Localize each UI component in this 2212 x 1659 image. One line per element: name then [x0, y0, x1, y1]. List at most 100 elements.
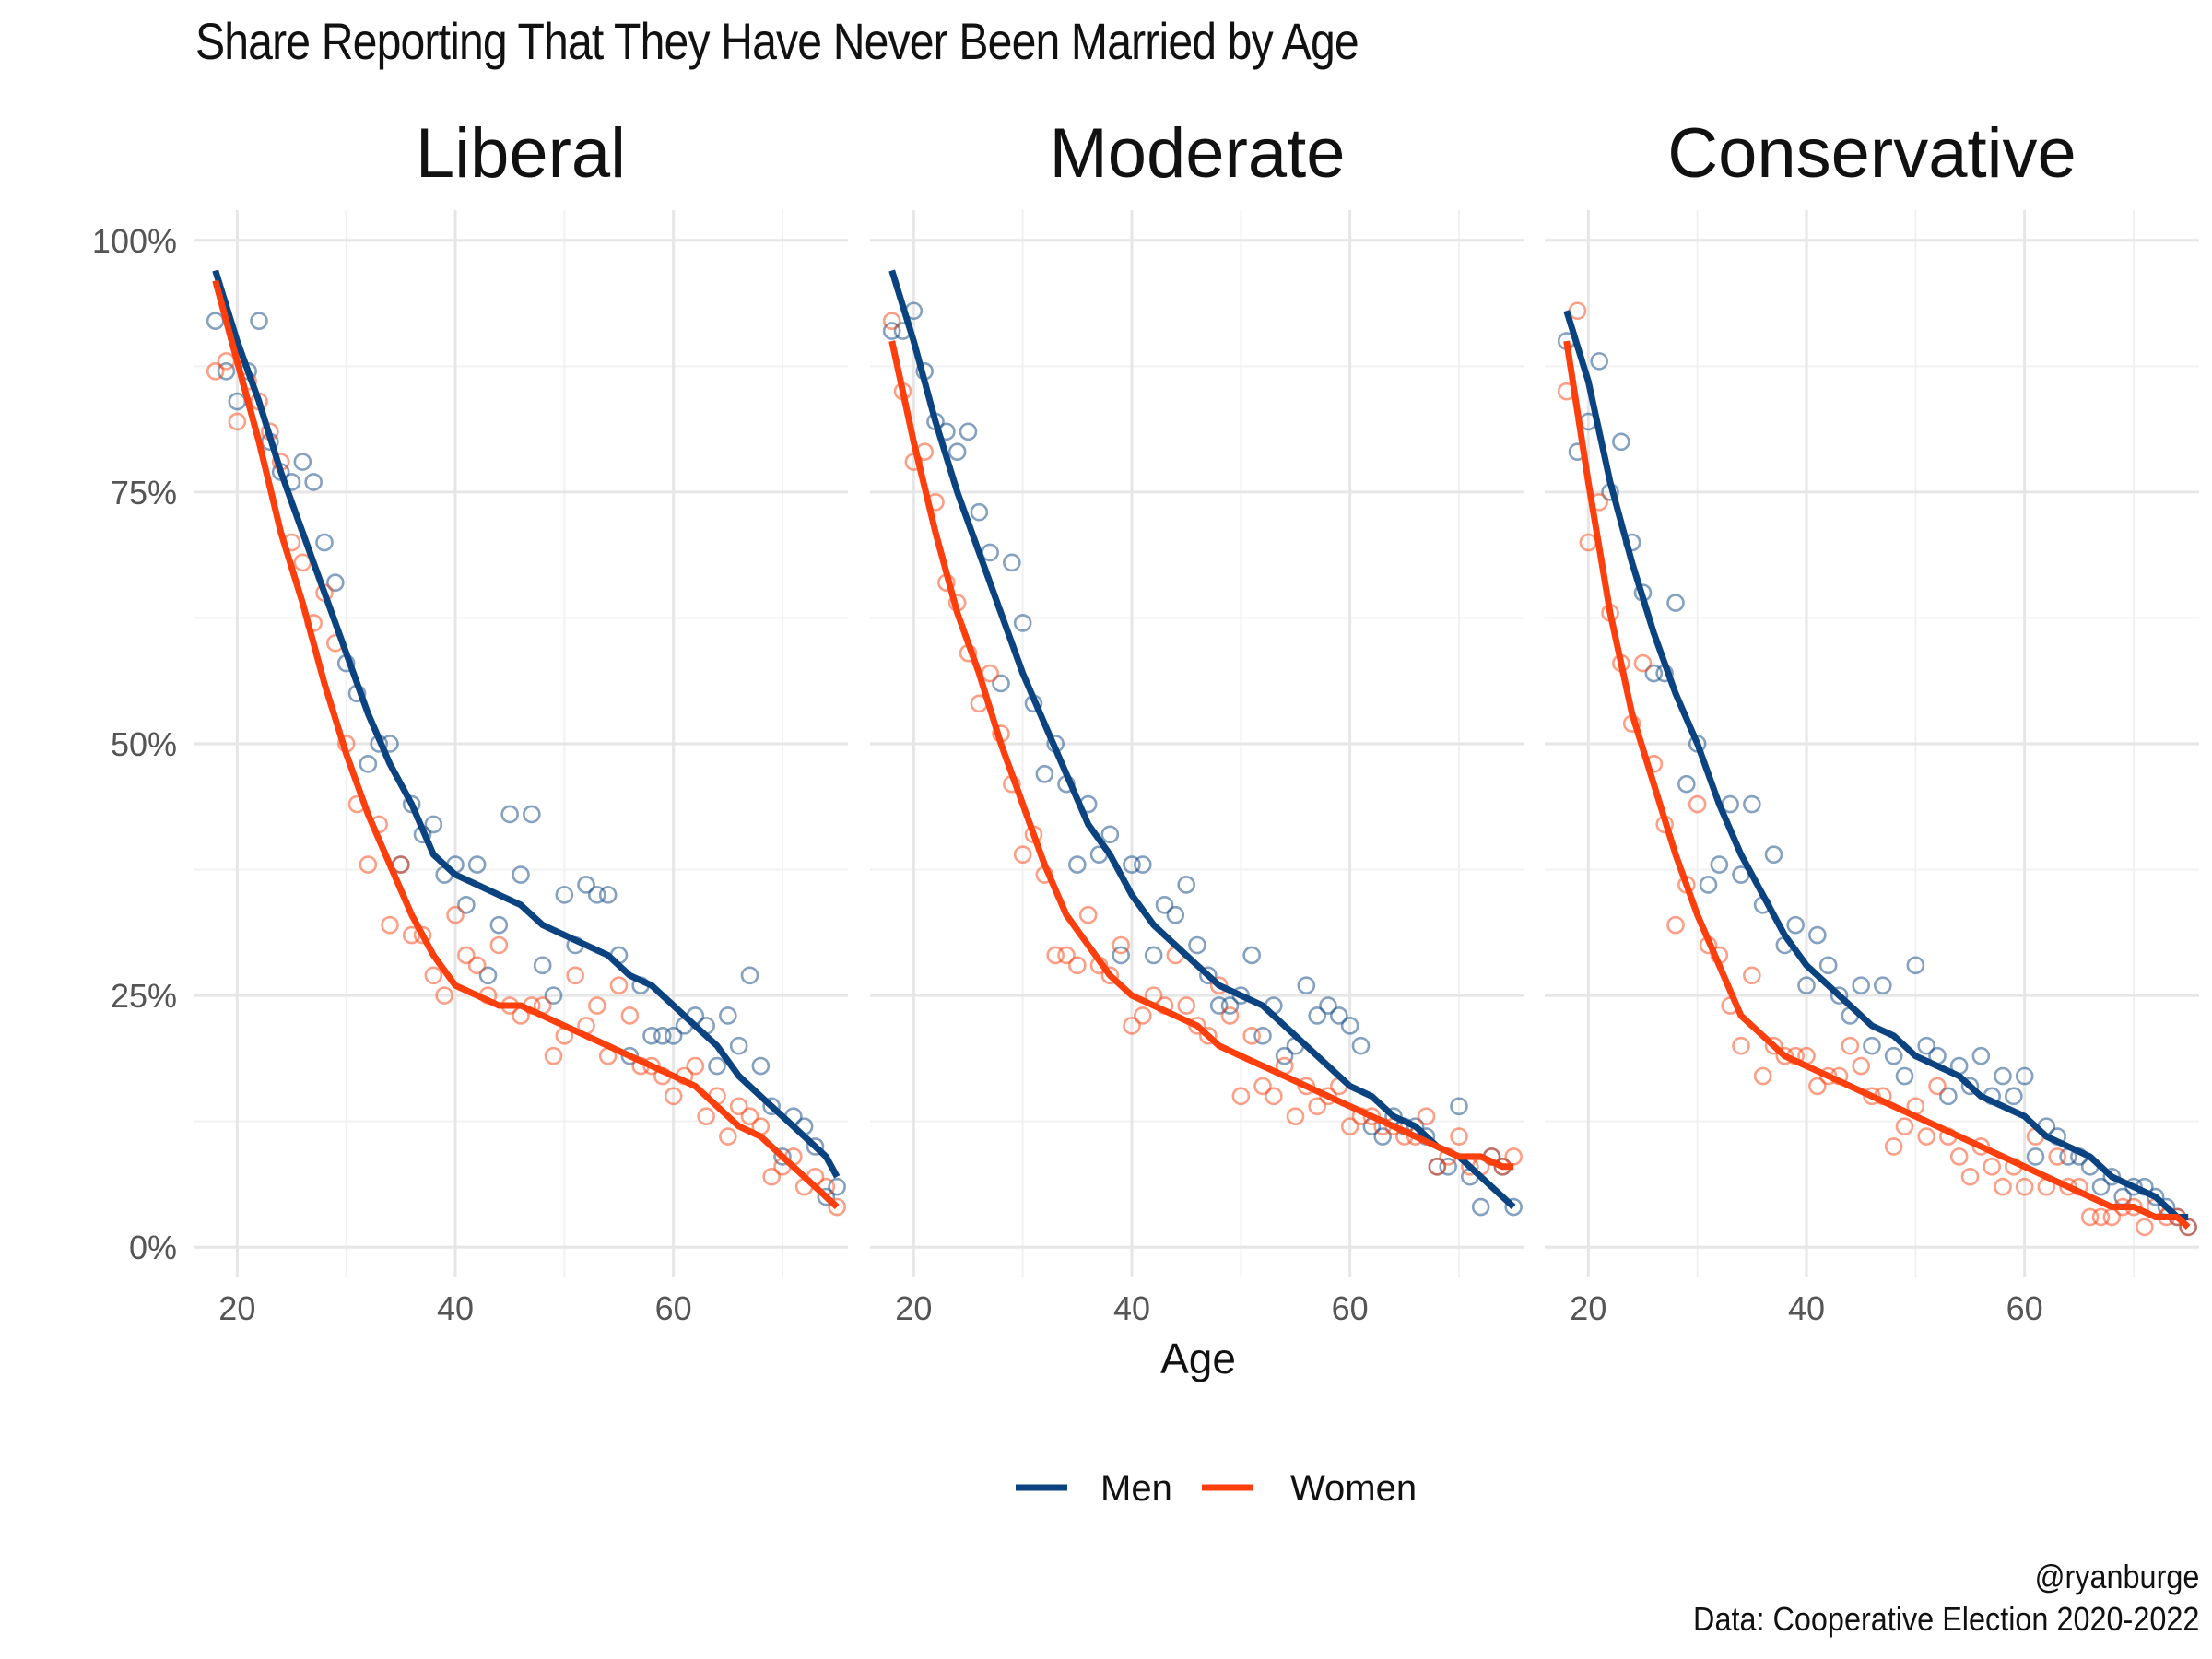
data-point — [664, 1027, 683, 1045]
data-point — [729, 1036, 748, 1055]
credit: @ryanburge Data: Cooperative Election 20… — [1693, 1556, 2199, 1641]
data-point — [1775, 1046, 1794, 1065]
smooth-line-men — [212, 269, 841, 1179]
data-point — [588, 886, 606, 904]
data-point — [1917, 1036, 1936, 1055]
x-tick-label: 20 — [895, 1289, 932, 1327]
y-tick-label: 75% — [111, 474, 177, 512]
data-point — [326, 573, 345, 593]
data-point — [359, 755, 378, 773]
data-point — [1852, 1056, 1870, 1076]
data-point — [2048, 1147, 2066, 1166]
data-point — [1199, 1027, 1218, 1045]
data-point — [642, 1027, 661, 1045]
data-point — [1743, 966, 1761, 985]
data-point — [1568, 301, 1587, 321]
data-point — [1308, 1006, 1326, 1025]
data-point — [1373, 1127, 1392, 1146]
data-point — [1330, 1006, 1348, 1025]
data-point — [1753, 1066, 1772, 1086]
data-point — [500, 805, 519, 824]
data-point — [1209, 976, 1229, 994]
data-point — [1471, 1197, 1490, 1217]
data-point — [1319, 1087, 1337, 1106]
smooth-line-women — [212, 279, 840, 1210]
data-point — [1699, 876, 1718, 894]
data-point — [544, 1046, 563, 1065]
smooth-line-men — [888, 269, 1516, 1210]
facet-title: Liberal — [416, 114, 626, 193]
y-tick-label: 100% — [92, 222, 177, 260]
data-point — [1046, 946, 1065, 965]
data-point — [1340, 1117, 1359, 1135]
credit-handle: @ryanburge — [2034, 1558, 2199, 1595]
data-point — [1340, 1017, 1359, 1035]
data-point — [588, 996, 606, 1015]
data-point — [2146, 1187, 2165, 1206]
data-point — [250, 312, 268, 330]
data-point — [1818, 1066, 1838, 1086]
data-point — [1504, 1147, 1523, 1166]
data-point — [1319, 996, 1337, 1015]
x-tick-label: 20 — [1570, 1289, 1606, 1327]
data-point — [457, 895, 476, 914]
data-point — [467, 956, 487, 975]
data-point — [217, 361, 236, 381]
data-point — [1112, 946, 1130, 965]
y-tick-label: 25% — [111, 977, 177, 1015]
data-point — [817, 1187, 836, 1206]
points-women — [1557, 301, 2197, 1237]
data-point — [1013, 845, 1032, 864]
data-point — [1450, 1127, 1468, 1146]
data-point — [1590, 352, 1608, 371]
data-point — [620, 1006, 640, 1025]
data-point — [1949, 1147, 1969, 1166]
data-point — [1895, 1066, 1914, 1086]
data-point — [293, 453, 312, 471]
legend: Men Women — [1016, 1468, 1417, 1509]
data-point — [751, 1056, 771, 1076]
data-point — [1003, 553, 1021, 572]
data-point — [544, 986, 563, 1005]
data-point — [1231, 986, 1251, 1005]
data-point — [1297, 976, 1316, 994]
data-point — [620, 1046, 640, 1065]
data-point — [206, 312, 225, 330]
data-point — [719, 1006, 737, 1025]
data-point — [762, 1167, 781, 1186]
data-point — [424, 815, 443, 834]
data-point — [359, 855, 378, 874]
data-point — [1035, 764, 1054, 783]
data-point — [1612, 432, 1630, 452]
smooth-line-men — [1563, 310, 2189, 1220]
data-point — [806, 1137, 825, 1156]
data-point — [981, 543, 999, 562]
data-point — [523, 805, 541, 824]
data-point — [1188, 1017, 1206, 1035]
y-axis: 0% 25% 50% 75% 100% — [92, 222, 177, 1266]
data-point — [1450, 1097, 1468, 1116]
y-tick-label: 0% — [129, 1229, 177, 1266]
data-point — [489, 935, 509, 955]
data-point — [1666, 594, 1685, 612]
x-tick-label: 60 — [2006, 1289, 2043, 1327]
data-point — [1677, 774, 1696, 794]
data-point — [1351, 1036, 1371, 1055]
x-tick-label: 60 — [1332, 1289, 1369, 1327]
y-tick-label: 50% — [111, 725, 177, 763]
data-point — [981, 664, 999, 683]
facet-title: Moderate — [1049, 114, 1345, 193]
data-point — [1895, 1117, 1914, 1135]
data-point — [762, 1097, 781, 1116]
data-point — [1417, 1107, 1436, 1126]
data-point — [970, 502, 989, 522]
data-point — [686, 1056, 705, 1076]
chart-title: Share Reporting That They Have Never Bee… — [195, 12, 1359, 70]
data-point — [1155, 895, 1174, 914]
data-point — [1818, 956, 1838, 975]
x-tick-label: 20 — [218, 1289, 255, 1327]
data-point — [609, 976, 629, 994]
data-point — [2015, 1066, 2034, 1086]
data-point — [1253, 1077, 1272, 1096]
points-men — [882, 301, 1523, 1217]
